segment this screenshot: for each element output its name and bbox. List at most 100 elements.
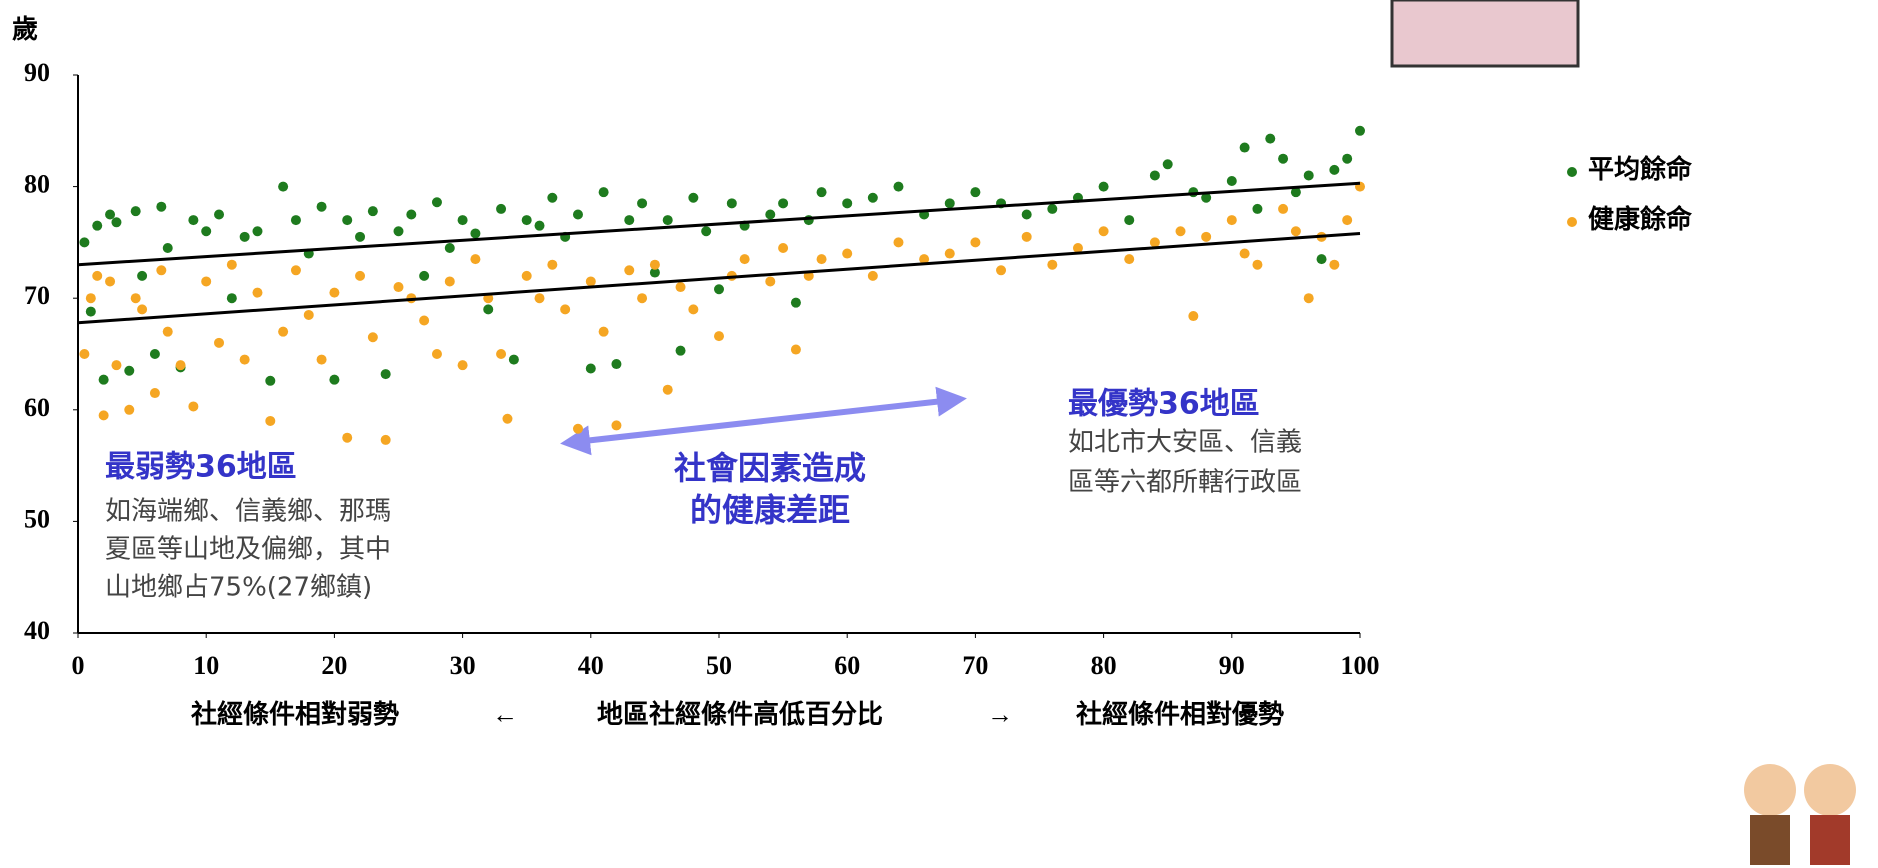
point	[163, 243, 173, 253]
point	[188, 401, 198, 411]
point	[502, 414, 512, 424]
point	[1047, 260, 1057, 270]
point	[842, 198, 852, 208]
point	[458, 360, 468, 370]
point	[765, 276, 775, 286]
point	[778, 198, 788, 208]
x-tick-label: 90	[1219, 651, 1245, 680]
point	[317, 202, 327, 212]
point	[419, 316, 429, 326]
point	[240, 232, 250, 242]
point	[1188, 311, 1198, 321]
x-tick-label: 40	[578, 651, 604, 680]
point	[1317, 254, 1327, 264]
point	[1342, 215, 1352, 225]
y-axis-label: 歲	[12, 15, 38, 44]
point	[1265, 134, 1275, 144]
point	[599, 327, 609, 337]
point	[381, 369, 391, 379]
x-tick-label: 100	[1341, 651, 1380, 680]
point	[765, 210, 775, 220]
point	[1047, 204, 1057, 214]
point	[304, 310, 314, 320]
point	[265, 376, 275, 386]
point	[329, 375, 339, 385]
point	[291, 265, 301, 275]
point	[150, 349, 160, 359]
point	[509, 355, 519, 365]
trend-line	[78, 233, 1360, 322]
point	[124, 405, 134, 415]
point	[714, 284, 724, 294]
point	[970, 187, 980, 197]
point	[111, 217, 121, 227]
point	[535, 293, 545, 303]
point	[1304, 170, 1314, 180]
annotation-text: 夏區等山地及偏鄉，其中	[105, 535, 391, 565]
point	[92, 221, 102, 231]
point	[445, 243, 455, 253]
x-tick-label: 60	[834, 651, 860, 680]
point	[458, 215, 468, 225]
point	[1227, 176, 1237, 186]
point	[265, 416, 275, 426]
mascots	[1744, 764, 1856, 865]
point	[817, 254, 827, 264]
point	[342, 215, 352, 225]
point	[547, 193, 557, 203]
point	[317, 355, 327, 365]
annotation-text: 山地鄉占75%(27鄉鎮)	[105, 573, 372, 603]
y-tick-label: 70	[24, 281, 50, 310]
legend-label: 平均餘命	[1588, 154, 1693, 184]
arrow	[575, 400, 952, 442]
point	[329, 288, 339, 298]
point	[1022, 232, 1032, 242]
point	[945, 198, 955, 208]
point	[663, 215, 673, 225]
point	[1176, 226, 1186, 236]
point	[445, 276, 455, 286]
point	[291, 215, 301, 225]
point	[163, 327, 173, 337]
point	[1022, 210, 1032, 220]
x-axis-label: →	[987, 700, 1013, 729]
x-axis-label: 地區社經條件高低百分比	[597, 699, 883, 729]
point	[676, 282, 686, 292]
x-tick-label: 70	[962, 651, 988, 680]
point	[599, 187, 609, 197]
y-tick-label: 80	[24, 170, 50, 199]
point	[945, 249, 955, 259]
point	[86, 293, 96, 303]
point	[1342, 154, 1352, 164]
legend-label: 健康餘命	[1588, 204, 1693, 234]
x-tick-label: 50	[706, 651, 732, 680]
point	[99, 410, 109, 420]
point	[470, 228, 480, 238]
point	[701, 226, 711, 236]
annotation-title: 最弱勢36地區	[105, 450, 297, 485]
point	[99, 375, 109, 385]
point	[522, 215, 532, 225]
point	[1099, 226, 1109, 236]
point	[355, 232, 365, 242]
point	[868, 271, 878, 281]
point	[406, 210, 416, 220]
point	[278, 327, 288, 337]
point	[791, 345, 801, 355]
point	[791, 298, 801, 308]
x-axis-label: 社經條件相對弱勢	[191, 699, 399, 729]
point	[342, 433, 352, 443]
point	[131, 206, 141, 216]
point	[131, 293, 141, 303]
point	[86, 307, 96, 317]
point	[201, 276, 211, 286]
point	[156, 202, 166, 212]
point	[624, 215, 634, 225]
annotation-text: 的健康差距	[690, 491, 850, 529]
y-tick-label: 50	[24, 504, 50, 533]
point	[156, 265, 166, 275]
legend-marker	[1567, 167, 1577, 177]
point	[214, 338, 224, 348]
point	[1150, 237, 1160, 247]
x-axis-label: ←	[492, 700, 518, 729]
